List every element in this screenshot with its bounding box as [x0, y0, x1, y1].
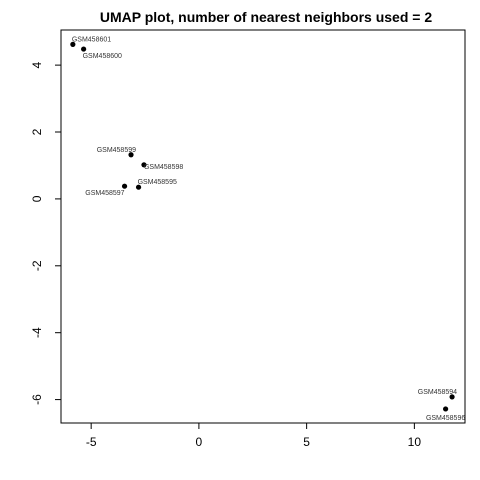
y-tick-label: 4 [30, 61, 44, 68]
y-axis: -6 -4 -2 0 2 4 [30, 61, 61, 405]
point-label: GSM458600 [83, 53, 122, 60]
point-label: GSM458598 [144, 164, 183, 171]
x-tick-label: 5 [303, 435, 310, 449]
y-tick-label: -6 [30, 394, 44, 405]
chart-title: UMAP plot, number of nearest neighbors u… [100, 9, 433, 25]
point-label: GSM458597 [85, 190, 124, 197]
scatter-point [141, 162, 147, 168]
point-label: GSM458601 [72, 36, 111, 43]
scatter-points [70, 41, 455, 412]
scatter-point [443, 406, 449, 412]
x-axis: -5 0 5 10 [86, 423, 422, 449]
y-tick-label: -2 [30, 260, 44, 271]
scatter-point [128, 152, 134, 158]
point-labels: GSM458601 GSM458600 GSM458599 GSM458598 GSM4… [72, 36, 466, 422]
scatter-point [449, 394, 455, 400]
x-tick-label: 10 [408, 435, 422, 449]
x-tick-label: 0 [196, 435, 203, 449]
plot-frame [60, 29, 466, 424]
scatter-point [121, 183, 128, 189]
point-label: GSM458596 [426, 415, 465, 422]
x-tick-label: -5 [86, 435, 97, 449]
point-label: GSM458595 [138, 179, 177, 186]
point-label: GSM458599 [97, 147, 136, 154]
scatter-point [135, 184, 142, 190]
y-tick-label: 2 [30, 128, 44, 135]
scatter-point [70, 41, 76, 47]
scatter-point [81, 46, 87, 52]
point-label: GSM458594 [418, 389, 457, 396]
y-tick-label: 0 [30, 195, 44, 202]
y-tick-label: -4 [30, 327, 44, 338]
